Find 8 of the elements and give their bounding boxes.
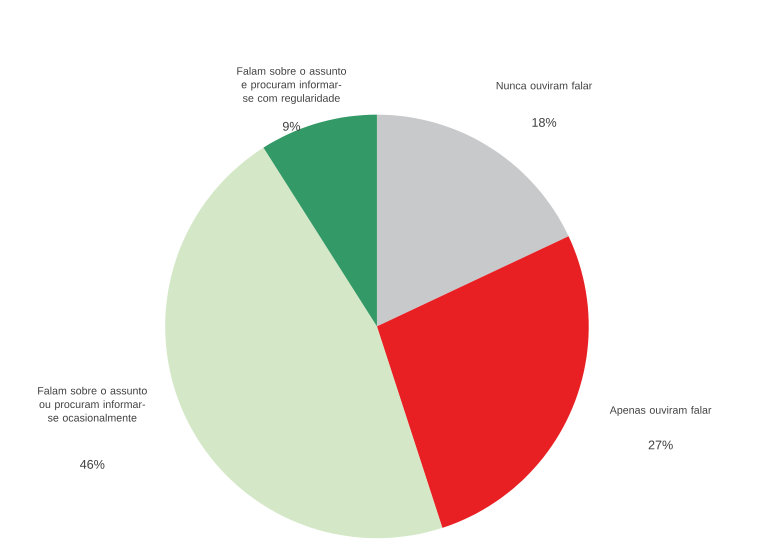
data-label: 9%	[282, 122, 300, 131]
slice-label: Nunca ouviram falar	[496, 82, 592, 90]
slice-label: Falam sobre o assunto e procuram informar-se com regularidade	[237, 66, 346, 104]
slice-label: Apenas ouviram falar	[610, 406, 712, 416]
data-label: 18%	[532, 118, 556, 127]
data-label: 46%	[80, 460, 104, 469]
slice-label: Falam sobre o assunto ou procuram informar-se ocasionalmente	[38, 386, 147, 422]
data-label: 27%	[648, 440, 673, 450]
